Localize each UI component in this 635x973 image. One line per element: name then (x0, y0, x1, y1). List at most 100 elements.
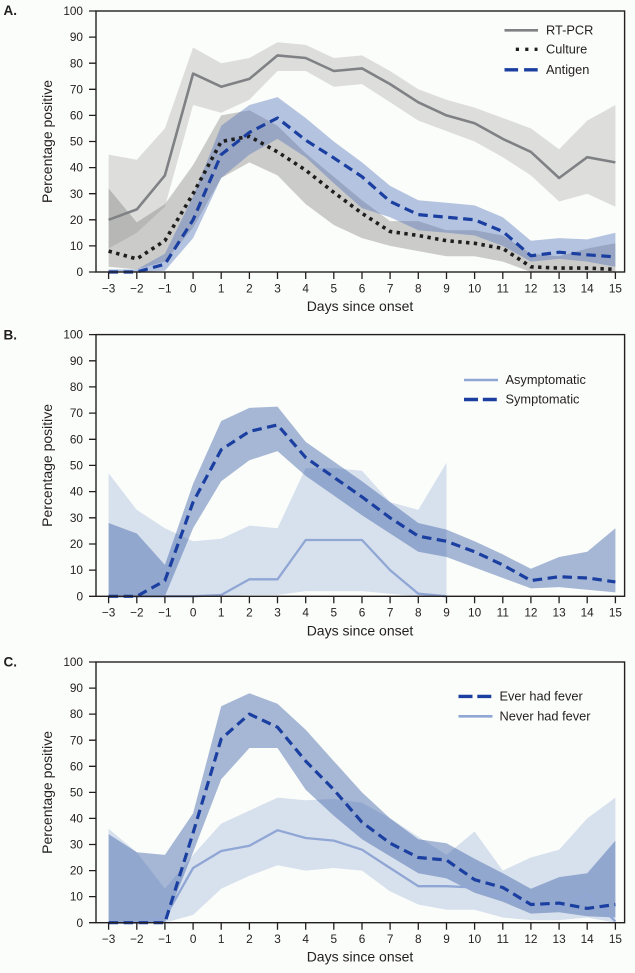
svg-text:20: 20 (70, 213, 84, 227)
svg-text:Days since onset: Days since onset (307, 622, 414, 638)
svg-text:13: 13 (553, 932, 567, 946)
svg-text:9: 9 (443, 281, 450, 295)
svg-text:70: 70 (70, 733, 84, 747)
svg-text:1: 1 (218, 281, 225, 295)
svg-text:3: 3 (274, 281, 281, 295)
svg-text:10: 10 (70, 239, 84, 253)
svg-text:8: 8 (415, 281, 422, 295)
svg-text:6: 6 (359, 606, 366, 620)
svg-text:2: 2 (246, 606, 253, 620)
svg-text:Asymptomatic: Asymptomatic (506, 372, 587, 387)
svg-text:14: 14 (581, 932, 595, 946)
svg-text:0: 0 (76, 265, 83, 279)
svg-text:80: 80 (70, 707, 84, 721)
svg-text:−1: −1 (158, 281, 171, 295)
svg-text:80: 80 (70, 56, 84, 70)
svg-text:30: 30 (70, 187, 84, 201)
svg-text:10: 10 (468, 932, 482, 946)
svg-text:12: 12 (524, 281, 537, 295)
svg-text:4: 4 (302, 932, 309, 946)
svg-text:60: 60 (70, 432, 84, 446)
svg-text:100: 100 (63, 4, 83, 18)
svg-text:9: 9 (443, 606, 450, 620)
svg-text:2: 2 (246, 932, 253, 946)
svg-text:Days since onset: Days since onset (307, 298, 414, 314)
svg-text:7: 7 (387, 606, 394, 620)
svg-text:−2: −2 (130, 932, 143, 946)
svg-text:11: 11 (497, 281, 509, 295)
svg-text:14: 14 (581, 281, 595, 295)
svg-text:Culture: Culture (546, 41, 587, 56)
svg-text:−3: −3 (102, 606, 116, 620)
svg-text:3: 3 (274, 932, 281, 946)
svg-text:1: 1 (218, 932, 225, 946)
svg-text:30: 30 (70, 511, 84, 525)
svg-text:B.: B. (4, 328, 18, 343)
svg-text:14: 14 (581, 606, 595, 620)
svg-text:15: 15 (609, 281, 623, 295)
svg-text:15: 15 (609, 932, 623, 946)
svg-text:4: 4 (302, 281, 309, 295)
svg-text:70: 70 (70, 82, 84, 96)
svg-text:30: 30 (70, 838, 84, 852)
svg-text:−1: −1 (158, 932, 171, 946)
svg-text:−1: −1 (158, 606, 171, 620)
svg-text:60: 60 (70, 109, 84, 123)
svg-text:40: 40 (70, 812, 84, 826)
svg-text:6: 6 (359, 281, 366, 295)
svg-text:20: 20 (70, 537, 84, 551)
svg-text:−3: −3 (102, 932, 116, 946)
svg-text:Never had fever: Never had fever (500, 708, 592, 723)
svg-text:15: 15 (609, 606, 623, 620)
svg-text:10: 10 (70, 890, 84, 904)
svg-text:80: 80 (70, 380, 84, 394)
svg-text:C.: C. (4, 655, 18, 670)
svg-text:−2: −2 (130, 281, 143, 295)
svg-text:2: 2 (246, 281, 253, 295)
svg-text:100: 100 (63, 655, 83, 669)
svg-text:0: 0 (190, 606, 197, 620)
svg-text:−3: −3 (102, 281, 116, 295)
svg-text:5: 5 (331, 932, 338, 946)
svg-text:8: 8 (415, 606, 422, 620)
svg-text:0: 0 (190, 932, 197, 946)
svg-text:Percentage positive: Percentage positive (39, 731, 55, 854)
svg-text:20: 20 (70, 864, 84, 878)
svg-text:13: 13 (553, 281, 567, 295)
svg-text:7: 7 (387, 932, 394, 946)
svg-text:90: 90 (70, 354, 84, 368)
svg-text:10: 10 (468, 281, 482, 295)
svg-text:12: 12 (524, 932, 537, 946)
svg-text:5: 5 (331, 606, 338, 620)
svg-text:5: 5 (331, 281, 338, 295)
svg-text:3: 3 (274, 606, 281, 620)
svg-text:0: 0 (190, 281, 197, 295)
svg-text:60: 60 (70, 759, 84, 773)
svg-text:90: 90 (70, 681, 84, 695)
svg-text:9: 9 (443, 932, 450, 946)
svg-text:7: 7 (387, 281, 394, 295)
svg-text:50: 50 (70, 135, 84, 149)
svg-text:70: 70 (70, 406, 84, 420)
svg-text:90: 90 (70, 30, 84, 44)
svg-text:Antigen: Antigen (546, 62, 589, 77)
svg-text:A.: A. (4, 3, 18, 18)
svg-text:−2: −2 (130, 606, 143, 620)
svg-text:4: 4 (302, 606, 309, 620)
svg-text:10: 10 (70, 563, 84, 577)
svg-text:50: 50 (70, 786, 84, 800)
svg-text:Percentage positive: Percentage positive (39, 80, 55, 203)
svg-text:Percentage positive: Percentage positive (39, 404, 55, 527)
svg-text:RT-PCR: RT-PCR (546, 22, 593, 37)
svg-text:12: 12 (524, 606, 537, 620)
svg-text:13: 13 (553, 606, 567, 620)
svg-text:0: 0 (76, 916, 83, 930)
svg-text:100: 100 (63, 328, 83, 342)
svg-text:Symptomatic: Symptomatic (506, 392, 581, 407)
svg-text:11: 11 (497, 606, 509, 620)
svg-text:Days since onset: Days since onset (307, 949, 414, 965)
svg-text:50: 50 (70, 459, 84, 473)
svg-text:8: 8 (415, 932, 422, 946)
svg-text:0: 0 (76, 589, 83, 603)
svg-text:6: 6 (359, 932, 366, 946)
